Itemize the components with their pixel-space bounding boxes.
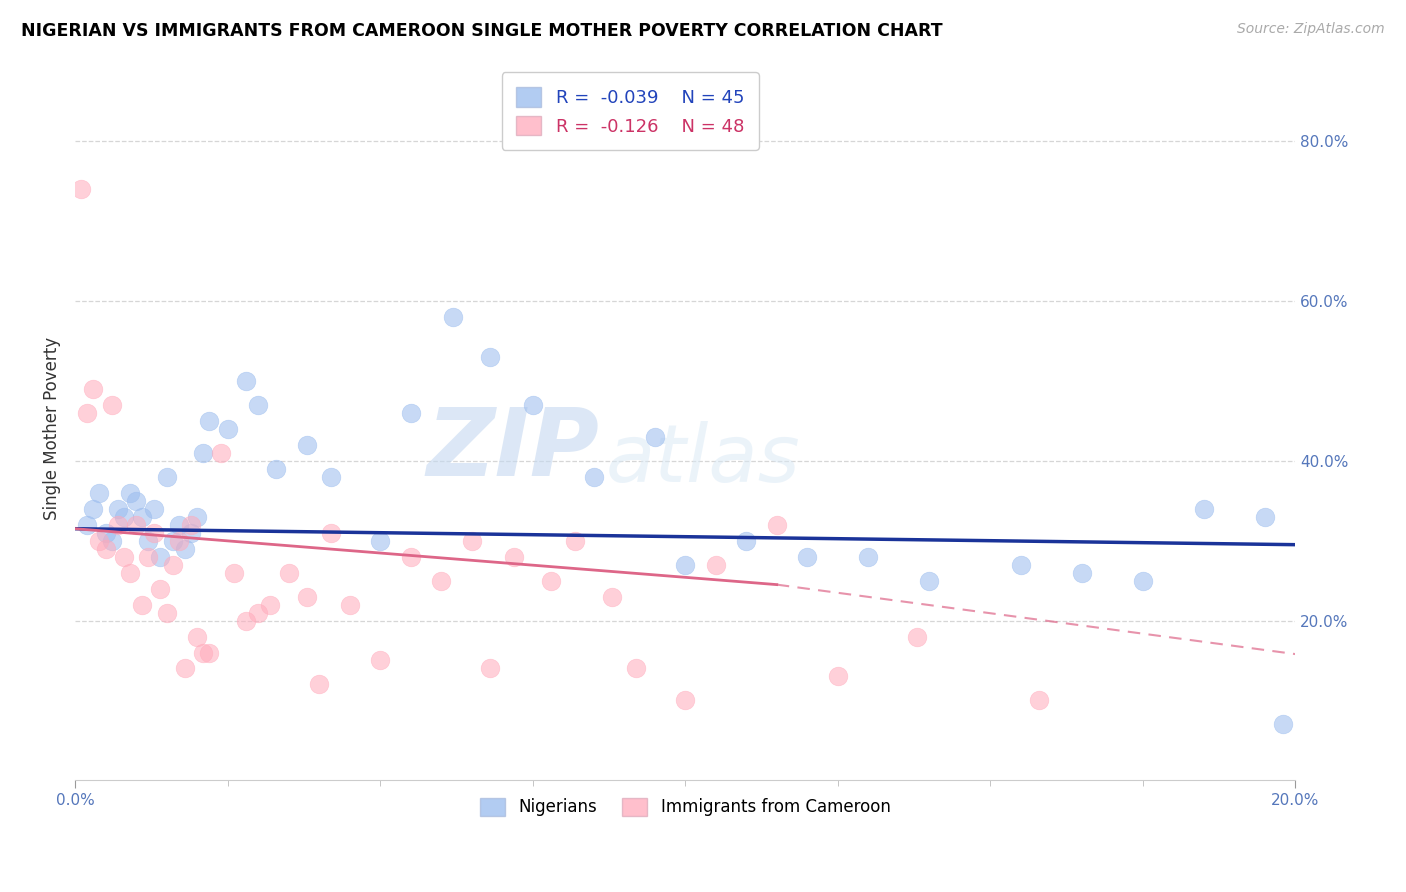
Immigrants from Cameroon [277,566,299,580]
Immigrants from Cameroon [76,406,98,420]
Nigerians [118,485,141,500]
Immigrants from Cameroon [89,533,111,548]
Nigerians [136,533,159,548]
Nigerians [321,470,343,484]
Immigrants from Cameroon [460,533,482,548]
Nigerians [1272,717,1295,731]
Immigrants from Cameroon [180,517,202,532]
Immigrants from Cameroon [430,574,453,588]
Nigerians [858,549,880,564]
Nigerians [266,462,288,476]
Nigerians [295,438,318,452]
Text: NIGERIAN VS IMMIGRANTS FROM CAMEROON SINGLE MOTHER POVERTY CORRELATION CHART: NIGERIAN VS IMMIGRANTS FROM CAMEROON SIN… [21,22,942,40]
Nigerians [186,509,208,524]
Nigerians [162,533,184,548]
Immigrants from Cameroon [259,598,281,612]
Immigrants from Cameroon [191,646,214,660]
Immigrants from Cameroon [155,606,177,620]
Immigrants from Cameroon [198,646,221,660]
Immigrants from Cameroon [94,541,117,556]
Immigrants from Cameroon [167,533,190,548]
Nigerians [217,422,239,436]
Nigerians [155,470,177,484]
Immigrants from Cameroon [186,630,208,644]
Immigrants from Cameroon [478,661,501,675]
Immigrants from Cameroon [295,590,318,604]
Nigerians [368,533,391,548]
Nigerians [173,541,195,556]
Immigrants from Cameroon [211,446,233,460]
Immigrants from Cameroon [321,525,343,540]
Nigerians [112,509,135,524]
Immigrants from Cameroon [368,653,391,667]
Immigrants from Cameroon [827,669,849,683]
Text: ZIP: ZIP [427,404,600,496]
Immigrants from Cameroon [173,661,195,675]
Nigerians [149,549,172,564]
Immigrants from Cameroon [600,590,623,604]
Immigrants from Cameroon [564,533,586,548]
Immigrants from Cameroon [222,566,245,580]
Nigerians [235,374,257,388]
Immigrants from Cameroon [673,693,696,707]
Nigerians [673,558,696,572]
Immigrants from Cameroon [503,549,526,564]
Immigrants from Cameroon [339,598,361,612]
Nigerians [125,493,148,508]
Nigerians [796,549,818,564]
Immigrants from Cameroon [70,182,93,196]
Nigerians [644,430,666,444]
Immigrants from Cameroon [112,549,135,564]
Nigerians [107,501,129,516]
Immigrants from Cameroon [143,525,166,540]
Nigerians [582,470,605,484]
Immigrants from Cameroon [235,614,257,628]
Immigrants from Cameroon [765,517,787,532]
Nigerians [191,446,214,460]
Nigerians [735,533,758,548]
Nigerians [918,574,941,588]
Nigerians [522,398,544,412]
Nigerians [1132,574,1154,588]
Nigerians [1010,558,1032,572]
Immigrants from Cameroon [82,382,104,396]
Nigerians [131,509,153,524]
Nigerians [247,398,270,412]
Nigerians [441,310,464,324]
Text: atlas: atlas [606,422,800,500]
Immigrants from Cameroon [118,566,141,580]
Immigrants from Cameroon [308,677,330,691]
Immigrants from Cameroon [136,549,159,564]
Immigrants from Cameroon [704,558,727,572]
Immigrants from Cameroon [905,630,928,644]
Nigerians [82,501,104,516]
Immigrants from Cameroon [107,517,129,532]
Immigrants from Cameroon [540,574,562,588]
Nigerians [1254,509,1277,524]
Immigrants from Cameroon [247,606,270,620]
Immigrants from Cameroon [149,582,172,596]
Y-axis label: Single Mother Poverty: Single Mother Poverty [44,337,60,520]
Nigerians [198,414,221,428]
Nigerians [167,517,190,532]
Immigrants from Cameroon [100,398,122,412]
Nigerians [478,350,501,364]
Immigrants from Cameroon [125,517,148,532]
Nigerians [76,517,98,532]
Nigerians [143,501,166,516]
Nigerians [1070,566,1092,580]
Nigerians [94,525,117,540]
Immigrants from Cameroon [399,549,422,564]
Nigerians [100,533,122,548]
Nigerians [180,525,202,540]
Nigerians [1192,501,1215,516]
Immigrants from Cameroon [1028,693,1050,707]
Text: Source: ZipAtlas.com: Source: ZipAtlas.com [1237,22,1385,37]
Nigerians [89,485,111,500]
Immigrants from Cameroon [626,661,648,675]
Legend: Nigerians, Immigrants from Cameroon: Nigerians, Immigrants from Cameroon [472,789,898,825]
Nigerians [399,406,422,420]
Immigrants from Cameroon [131,598,153,612]
Immigrants from Cameroon [162,558,184,572]
